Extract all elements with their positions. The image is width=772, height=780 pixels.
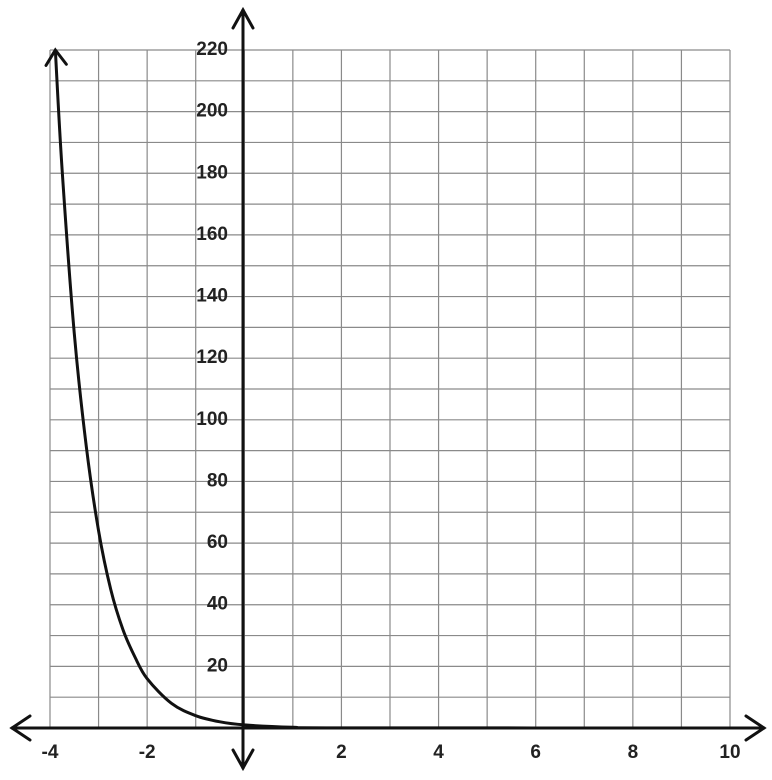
y-tick-label: 220 xyxy=(196,39,228,60)
y-tick-label: 100 xyxy=(196,409,228,430)
x-tick-label: -2 xyxy=(139,742,156,763)
y-tick-label: 40 xyxy=(207,594,228,615)
x-tick-label: -4 xyxy=(42,742,59,763)
x-tick-label: 2 xyxy=(336,742,347,763)
y-tick-label: 60 xyxy=(207,532,228,553)
y-tick-label: 200 xyxy=(196,101,228,122)
y-tick-label: 20 xyxy=(207,655,228,676)
x-axis-arrow xyxy=(9,714,32,742)
y-axis-arrow xyxy=(231,6,255,30)
x-axis-arrow xyxy=(744,714,767,742)
y-tick-label: 140 xyxy=(196,286,228,307)
y-tick-label: 180 xyxy=(196,162,228,183)
x-tick-label: 10 xyxy=(719,742,740,763)
curve xyxy=(53,49,731,730)
curve-arrow xyxy=(44,47,68,67)
y-axis-arrow xyxy=(231,748,255,772)
x-tick-label: 8 xyxy=(628,742,639,763)
y-tick-label: 80 xyxy=(207,470,228,491)
y-tick-label: 160 xyxy=(196,224,228,245)
x-tick-label: 6 xyxy=(530,742,541,763)
y-tick-label: 120 xyxy=(196,347,228,368)
x-tick-label: 4 xyxy=(433,742,444,763)
grid xyxy=(49,49,731,729)
